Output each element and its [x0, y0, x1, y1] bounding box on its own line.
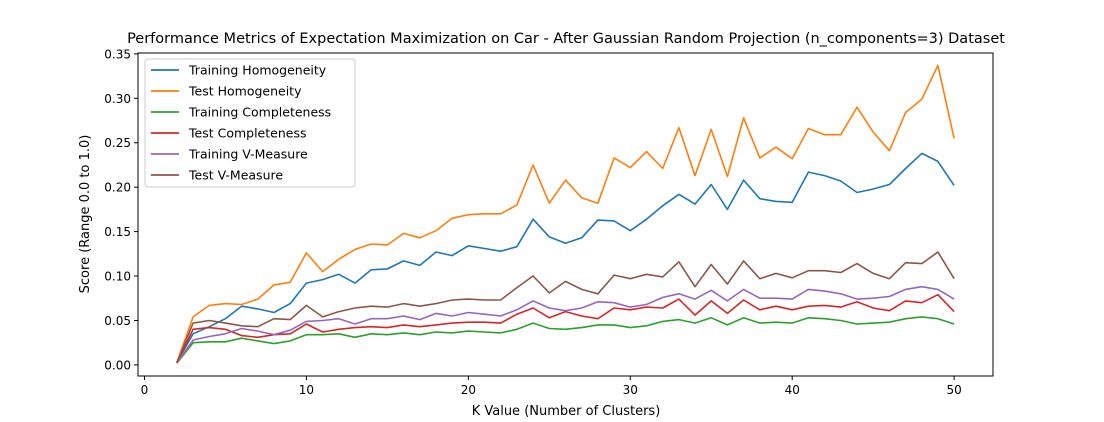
legend: Training Homogeneity Test Homogeneity Trai… — [144, 58, 356, 188]
x-axis-label: K Value (Number of Clusters) — [472, 404, 661, 419]
y-tick-label: 0.35 — [104, 47, 131, 61]
series-line-3 — [176, 293, 955, 364]
series-line-4 — [176, 285, 955, 364]
y-tick-label: 0.05 — [104, 314, 131, 328]
chart-title: Performance Metrics of Expectation Maxim… — [127, 31, 1005, 47]
legend-label: Training Homogeneity — [188, 63, 327, 78]
y-tick-label: 0.15 — [104, 225, 131, 239]
y-tick-label: 0.20 — [104, 181, 131, 195]
y-tick-label: 0.30 — [104, 92, 131, 106]
legend-label: Test Homogeneity — [188, 84, 302, 99]
legend-label: Test V-Measure — [188, 168, 283, 183]
x-tick-label: 10 — [299, 383, 314, 397]
legend-label: Training V-Measure — [188, 147, 308, 162]
x-tick-label: 40 — [785, 383, 800, 397]
x-tick-label: 50 — [946, 383, 961, 397]
y-tick-label: 0.10 — [104, 270, 131, 284]
y-axis: 0.00 0.05 0.10 0.15 0.20 0.25 0.30 0.35 — [104, 47, 138, 372]
x-tick-label: 0 — [141, 383, 149, 397]
legend-label: Test Completeness — [188, 126, 306, 141]
x-tick-label: 20 — [461, 383, 476, 397]
series-line-5 — [176, 251, 955, 364]
series-line-1 — [176, 64, 955, 363]
x-axis: 0 10 20 30 40 50 — [141, 376, 962, 397]
y-axis-label: Score (Range 0.0 to 1.0) — [78, 135, 93, 294]
series-line-0 — [176, 152, 955, 363]
legend-label: Training Completeness — [188, 105, 331, 120]
plot-lines — [176, 64, 955, 364]
legend-box — [144, 58, 356, 188]
y-tick-label: 0.00 — [104, 358, 131, 372]
x-tick-label: 30 — [623, 383, 638, 397]
y-tick-label: 0.25 — [104, 136, 131, 150]
series-line-2 — [176, 316, 955, 364]
axes-frame — [137, 52, 994, 377]
